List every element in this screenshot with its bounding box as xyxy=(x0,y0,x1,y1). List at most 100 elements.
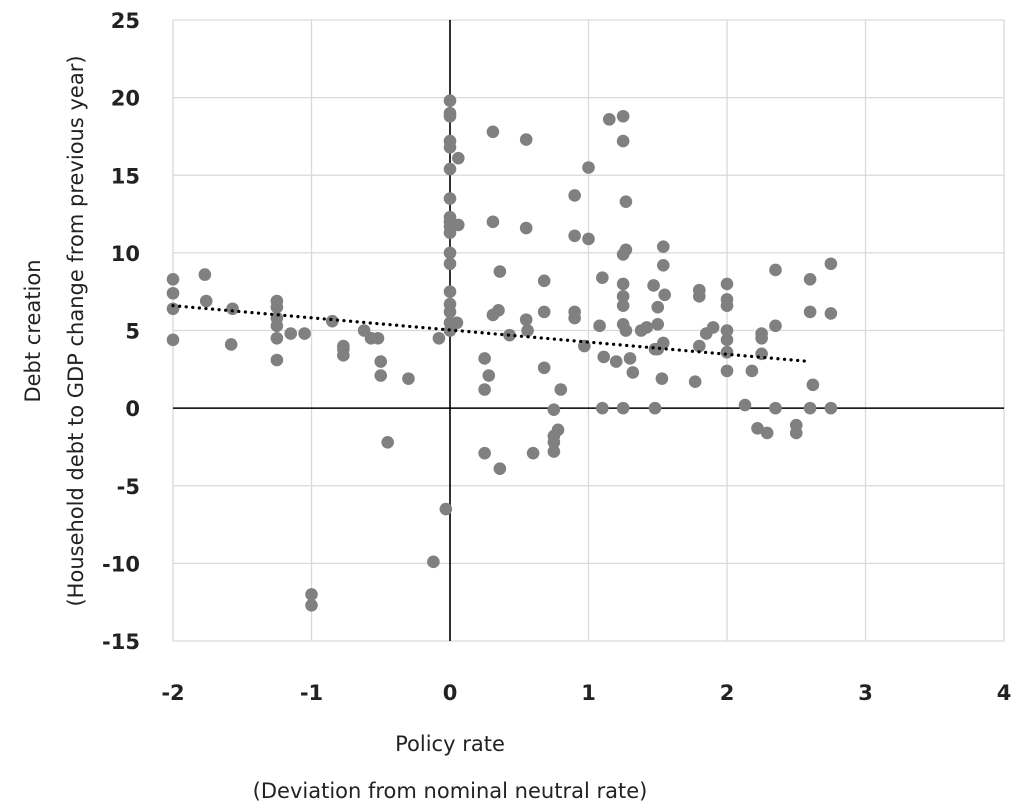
data-point xyxy=(439,502,453,516)
data-point xyxy=(443,285,457,298)
data-point xyxy=(626,366,640,379)
data-point xyxy=(492,304,505,317)
data-point xyxy=(443,94,457,108)
x-tick-label: 2 xyxy=(720,681,735,705)
x-tick-label: 1 xyxy=(581,681,596,705)
data-point xyxy=(166,302,180,316)
data-point xyxy=(609,355,623,368)
data-point xyxy=(537,361,551,375)
data-point xyxy=(284,327,298,340)
data-point xyxy=(619,324,633,337)
data-point xyxy=(582,161,595,174)
data-point xyxy=(720,299,734,312)
data-point xyxy=(486,215,500,229)
data-point xyxy=(755,331,768,345)
data-point xyxy=(568,311,581,325)
data-point xyxy=(443,246,457,260)
data-point xyxy=(443,305,457,319)
data-point xyxy=(616,401,630,415)
data-point xyxy=(493,462,507,475)
data-point xyxy=(596,401,609,415)
y-tick-label: -5 xyxy=(117,475,140,499)
data-point xyxy=(402,372,415,385)
data-point xyxy=(486,125,500,139)
data-point xyxy=(443,257,457,271)
data-point xyxy=(443,162,457,176)
data-point xyxy=(760,426,774,440)
data-point xyxy=(769,319,782,333)
data-point xyxy=(568,229,581,243)
gridlines xyxy=(172,19,1005,642)
data-point xyxy=(337,349,350,362)
data-point xyxy=(521,324,534,337)
data-point xyxy=(551,423,565,437)
data-point xyxy=(688,375,702,389)
data-point xyxy=(305,598,318,612)
data-point xyxy=(640,321,653,334)
data-point xyxy=(478,446,491,460)
data-point xyxy=(537,274,551,288)
data-point xyxy=(493,265,507,278)
x-axis-title: Policy rate xyxy=(395,732,505,756)
data-point xyxy=(806,378,820,392)
data-point xyxy=(199,294,213,308)
data-point xyxy=(443,141,457,154)
data-point xyxy=(824,307,838,320)
data-point xyxy=(648,401,662,415)
data-point xyxy=(537,305,551,319)
data-point xyxy=(597,350,611,364)
data-point xyxy=(519,221,533,235)
y-tick-label: 5 xyxy=(125,320,140,344)
data-point xyxy=(803,272,817,286)
data-point xyxy=(371,331,385,345)
data-point xyxy=(751,422,764,435)
data-point xyxy=(432,331,446,345)
data-point xyxy=(616,299,630,312)
data-point xyxy=(769,263,782,277)
y-tick-label: 15 xyxy=(111,164,140,188)
data-point xyxy=(656,258,670,272)
data-point xyxy=(443,226,457,239)
data-point xyxy=(270,353,284,367)
data-point xyxy=(482,369,496,382)
data-point xyxy=(325,314,339,328)
data-point xyxy=(166,333,180,347)
data-point xyxy=(706,321,720,334)
data-point xyxy=(443,109,457,123)
data-point xyxy=(803,401,817,415)
data-point xyxy=(693,339,706,353)
y-axis-subtitle: (Household debt to GDP change from previ… xyxy=(64,55,88,606)
x-tick-label: 3 xyxy=(858,681,873,705)
data-point xyxy=(616,134,630,148)
data-point xyxy=(305,588,318,601)
data-point xyxy=(651,300,665,314)
data-point xyxy=(593,319,606,333)
data-point xyxy=(450,316,464,330)
data-point xyxy=(166,286,180,300)
data-point xyxy=(769,401,782,415)
data-point xyxy=(647,279,660,292)
data-point xyxy=(582,232,595,246)
data-point xyxy=(374,355,388,368)
data-point xyxy=(720,277,734,291)
data-point xyxy=(616,290,630,303)
data-point xyxy=(619,195,633,208)
data-point xyxy=(478,352,491,365)
data-point xyxy=(720,364,734,378)
data-point xyxy=(554,383,568,396)
data-point xyxy=(824,257,838,271)
data-point xyxy=(270,319,284,333)
data-point xyxy=(824,401,838,415)
data-point xyxy=(547,403,561,416)
x-tick-labels: -2 -1 0 1 2 3 4 xyxy=(161,681,1011,705)
data-point xyxy=(656,336,670,350)
data-point xyxy=(381,435,394,449)
data-point xyxy=(789,426,803,440)
data-point xyxy=(720,345,734,359)
data-point xyxy=(693,290,706,303)
y-tick-label: 0 xyxy=(125,397,140,421)
data-point xyxy=(452,151,465,165)
data-point xyxy=(374,369,388,382)
data-point xyxy=(298,327,311,340)
x-tick-label: -1 xyxy=(300,681,323,705)
